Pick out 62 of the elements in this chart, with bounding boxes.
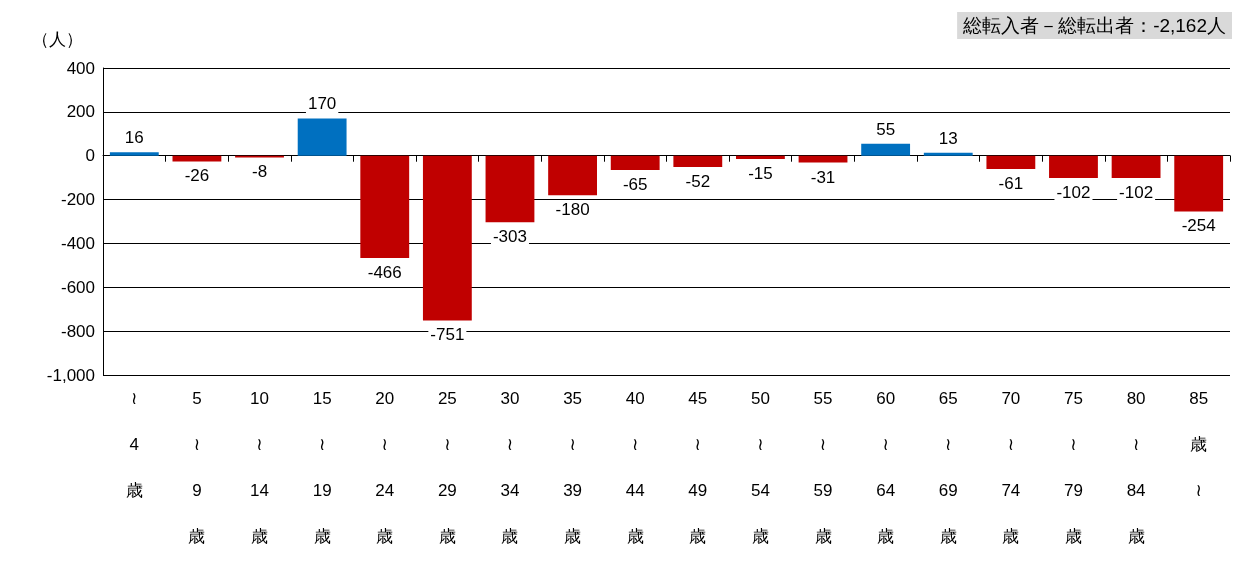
category-label: 45 ≀ 49 歳 <box>688 388 708 546</box>
y-tick-label: -400 <box>60 233 95 253</box>
category-label: 65 ≀ 69 歳 <box>938 388 958 546</box>
bar <box>610 155 660 170</box>
y-tick-label: 400 <box>66 58 95 78</box>
bar <box>861 143 911 156</box>
data-label: 55 <box>876 119 896 139</box>
category-label: 25 ≀ 29 歳 <box>437 388 457 546</box>
bar <box>798 155 848 163</box>
category-label: 10 ≀ 14 歳 <box>250 388 269 546</box>
category-label: 55 ≀ 59 歳 <box>813 388 833 546</box>
category-label: ≀ 4 歳 <box>125 388 143 500</box>
text: 総転入者－総転出者：-2,162人 <box>962 15 1226 36</box>
y-tick-label: -600 <box>60 277 95 297</box>
y-tick-label: -800 <box>60 321 95 341</box>
data-label: -26 <box>184 166 210 186</box>
category-label: 75 ≀ 79 歳 <box>1064 388 1083 546</box>
category-label: 15 ≀ 19 歳 <box>312 388 332 546</box>
bar <box>109 152 159 156</box>
data-label: -303 <box>492 227 527 247</box>
category-label: 50 ≀ 54 歳 <box>750 388 770 546</box>
bar <box>736 155 785 159</box>
category-label: 5 ≀ 9 歳 <box>188 388 206 546</box>
category-label: 35 ≀ 39 歳 <box>563 388 583 546</box>
bar <box>297 118 347 156</box>
data-label: -31 <box>810 167 836 187</box>
y-tick-label: 200 <box>66 102 95 122</box>
category-label: 20 ≀ 24 歳 <box>375 388 395 546</box>
category-label: 40 ≀ 44 歳 <box>625 388 645 546</box>
bar <box>360 155 410 258</box>
data-label: -8 <box>251 162 268 182</box>
category-label: 85 歳 ≀ <box>1189 388 1209 500</box>
data-label: 13 <box>938 128 958 148</box>
bar <box>548 155 597 196</box>
y-axis-title: （人） <box>32 30 83 49</box>
data-label: -15 <box>748 164 773 183</box>
data-label: -254 <box>1181 216 1216 236</box>
bar <box>1049 155 1098 179</box>
category-label: 80 ≀ 84 歳 <box>1126 388 1146 546</box>
data-label: 170 <box>307 94 337 114</box>
data-label: -466 <box>367 262 402 282</box>
data-label: 16 <box>124 128 144 148</box>
data-label: -751 <box>430 325 465 345</box>
data-label: -52 <box>685 172 711 192</box>
bar <box>1111 155 1161 179</box>
data-label: -61 <box>998 174 1024 194</box>
data-label: -102 <box>1119 183 1154 203</box>
category-label: 70 ≀ 74 歳 <box>1001 388 1021 546</box>
bar <box>986 155 1036 170</box>
category-label: 60 ≀ 64 歳 <box>876 388 896 546</box>
data-label: -180 <box>555 200 590 220</box>
bar <box>923 152 973 156</box>
bar <box>422 155 472 321</box>
data-label: -65 <box>622 174 648 194</box>
category-label: 30 ≀ 34 歳 <box>500 388 520 546</box>
y-tick-label: -1,000 <box>46 365 95 385</box>
bar <box>485 155 535 223</box>
bar <box>1174 155 1224 212</box>
bar <box>673 155 723 168</box>
data-label: -102 <box>1056 183 1091 203</box>
y-tick-label: -200 <box>60 190 95 210</box>
y-tick-label: 0 <box>85 146 95 166</box>
